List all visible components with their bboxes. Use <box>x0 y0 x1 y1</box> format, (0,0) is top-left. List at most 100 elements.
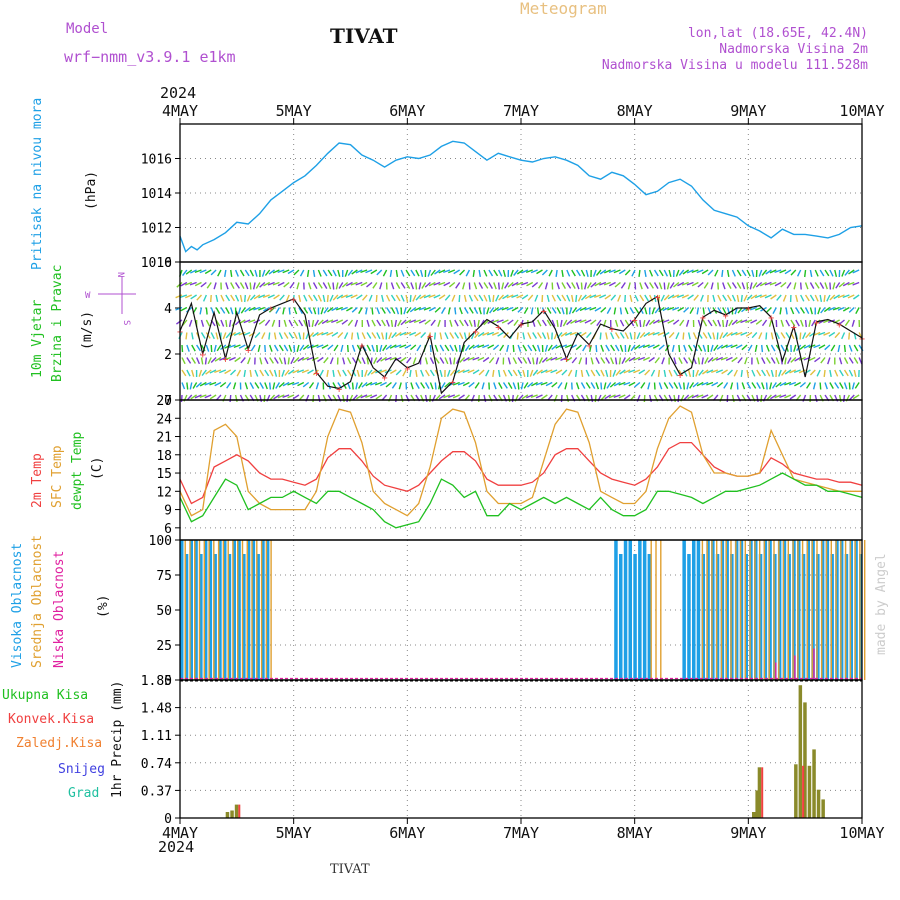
cloud-mid-bar <box>660 540 662 680</box>
wind-arrow <box>373 357 378 365</box>
wind-arrow <box>696 307 700 315</box>
wind-arrow <box>327 306 334 313</box>
wind-arrow <box>701 369 709 375</box>
wind-arrow <box>439 357 445 364</box>
wind-arrow <box>181 382 186 390</box>
wind-arrow <box>755 319 763 325</box>
cloud-mid-bar <box>739 540 742 680</box>
wind-arrow <box>472 369 480 375</box>
wind-point-marker: + <box>313 368 319 379</box>
wind-arrow <box>813 344 821 349</box>
wind-arrow <box>283 357 287 365</box>
wind-arrow <box>740 331 748 336</box>
wind-arrow <box>745 331 753 337</box>
wind-arrow <box>351 357 357 364</box>
wind-arrow <box>427 269 432 277</box>
cloud-mid-bar <box>735 540 737 680</box>
wind-arrow <box>710 344 714 352</box>
wind-arrow <box>756 382 761 389</box>
wind-arrow <box>258 306 266 311</box>
wind-arrow <box>267 281 275 286</box>
wind-arrow <box>685 319 690 327</box>
wind-arrow <box>838 281 845 288</box>
wind-arrow <box>199 381 207 387</box>
wind-arrow <box>462 282 466 290</box>
wind-arrow <box>580 369 584 378</box>
wind-arrow <box>370 394 378 399</box>
y-tick-label: 1.85 <box>141 674 172 689</box>
wind-arrow <box>585 269 589 277</box>
wind-arrow <box>687 332 691 340</box>
wind-arrow <box>747 344 753 352</box>
wind-arrow <box>379 381 387 387</box>
wind-arrow <box>721 369 728 375</box>
wind-arrow <box>259 394 263 402</box>
wind-arrow <box>683 306 690 313</box>
wind-arrow <box>605 332 608 340</box>
wind-arrow <box>594 306 602 312</box>
wind-arrow <box>259 382 265 389</box>
wind-point-marker: + <box>654 293 660 304</box>
wind-arrow <box>228 344 236 349</box>
wind-arrow <box>789 394 797 400</box>
wind-arrow <box>556 294 562 302</box>
wind-arrow <box>814 269 819 277</box>
wind-arrow <box>249 269 255 277</box>
wind-arrow <box>189 281 197 286</box>
x-tick-label-top: 10MAY <box>839 102 884 120</box>
wind-arrow <box>272 281 280 286</box>
cloud-high-bar <box>777 540 782 680</box>
wind-arrow <box>206 282 212 289</box>
y-tick-label: 2 <box>164 348 172 363</box>
wind-arrow <box>811 319 816 327</box>
wind-arrow <box>704 357 709 365</box>
wind-arrow <box>774 269 782 274</box>
wind-arrow <box>575 382 580 390</box>
wind-arrow <box>564 344 572 349</box>
wind-arrow <box>421 282 427 289</box>
wind-arrow <box>389 369 397 375</box>
wind-arrow <box>823 369 826 377</box>
wind-arrow <box>689 382 695 389</box>
wind-arrow <box>804 294 810 302</box>
x-tick-label-bottom: 7MAY <box>503 824 539 842</box>
wind-arrow <box>527 332 532 340</box>
wind-arrow <box>285 294 290 302</box>
wind-arrow <box>627 282 631 290</box>
cloud-mid-bar <box>797 540 799 680</box>
wind-arrow <box>750 319 758 324</box>
wind-arrow <box>400 269 405 277</box>
wind-arrow <box>828 331 836 337</box>
wind-arrow <box>658 306 665 313</box>
wind-arrow <box>853 344 859 352</box>
wind-arrow <box>711 381 719 387</box>
wind-arrow <box>657 331 665 336</box>
wind-arrow <box>191 332 194 340</box>
wind-arrow <box>768 319 773 327</box>
wind-arrow <box>449 319 453 327</box>
wind-arrow <box>463 294 467 302</box>
wind-arrow <box>510 269 514 277</box>
wind-arrow <box>287 269 295 275</box>
wind-arrow <box>512 357 518 365</box>
wind-arrow <box>474 382 480 389</box>
wind-arrow <box>546 332 550 340</box>
wind-arrow <box>320 307 324 315</box>
x-tick-label-bottom: 9MAY <box>730 824 766 842</box>
wind-arrow <box>668 332 675 339</box>
wind-arrow <box>497 282 500 290</box>
wind-arrow <box>292 394 300 400</box>
wind-arrow <box>696 381 704 387</box>
wind-arrow <box>623 369 631 374</box>
wind-arrow <box>605 369 609 377</box>
wind-arrow <box>600 382 603 390</box>
wind-arrow <box>834 369 839 377</box>
wind-arrow <box>579 306 587 312</box>
wind-arrow <box>740 319 748 324</box>
wind-arrow <box>545 369 553 374</box>
wind-arrow <box>419 294 426 300</box>
wind-arrow <box>507 394 511 403</box>
wind-arrow <box>447 394 456 398</box>
wind-arrow <box>502 269 506 277</box>
wind-arrow <box>293 332 298 340</box>
